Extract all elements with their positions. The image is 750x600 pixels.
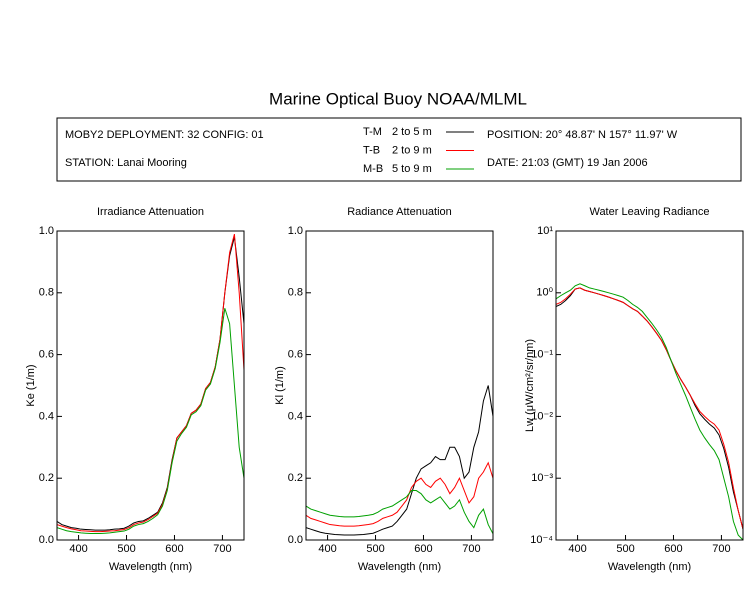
deployment: MOBY2 DEPLOYMENT: 32 CONFIG: 01	[65, 129, 264, 141]
y-axis-label: Kl (1/m)	[274, 366, 286, 405]
x-axis-label: Wavelength (nm)	[608, 561, 691, 573]
data-line	[57, 237, 244, 531]
x-axis-label: Wavelength (nm)	[358, 561, 441, 573]
y-tick-label: 10⁻³	[531, 472, 553, 484]
main-title: Marine Optical Buoy NOAA/MLML	[269, 89, 527, 108]
station: STATION: Lanai Mooring	[65, 157, 187, 169]
x-tick-label: 700	[712, 543, 730, 555]
y-tick-label: 0.8	[288, 287, 303, 299]
data-line	[556, 287, 743, 530]
y-axis-label: Lw (μW/cm²/sr/nm)	[524, 339, 536, 432]
x-tick-label: 600	[165, 543, 183, 555]
y-tick-label: 0.6	[288, 349, 303, 361]
x-tick-label: 700	[213, 543, 231, 555]
y-tick-label: 0.4	[39, 410, 54, 422]
data-line	[306, 490, 493, 535]
data-line	[306, 385, 493, 536]
x-tick-label: 600	[664, 543, 682, 555]
y-tick-label: 10⁻¹	[531, 349, 553, 361]
y-tick-label: 0.0	[288, 534, 303, 546]
y-axis-label: Ke (1/m)	[25, 364, 37, 406]
legend-name: T-M	[363, 126, 382, 138]
x-tick-label: 400	[69, 543, 87, 555]
plot-frame	[555, 230, 744, 541]
x-tick-label: 400	[568, 543, 586, 555]
y-tick-label: 0.2	[39, 472, 54, 484]
y-tick-label: 0.0	[39, 534, 54, 546]
plot-title: Radiance Attenuation	[347, 206, 452, 218]
y-tick-label: 10¹	[537, 225, 553, 237]
x-tick-label: 700	[462, 543, 480, 555]
plot-title: Irradiance Attenuation	[97, 206, 204, 218]
y-tick-label: 0.8	[39, 287, 54, 299]
legend-depth: 2 to 9 m	[392, 144, 432, 156]
y-tick-label: 10⁻⁴	[530, 534, 553, 546]
plot-frame	[305, 230, 494, 541]
plot-title: Water Leaving Radiance	[589, 206, 709, 218]
y-tick-label: 0.2	[288, 472, 303, 484]
date: DATE: 21:03 (GMT) 19 Jan 2006	[487, 157, 648, 169]
y-tick-label: 10⁰	[536, 287, 553, 299]
y-tick-label: 0.4	[288, 410, 303, 422]
data-line	[57, 308, 244, 535]
x-axis-label: Wavelength (nm)	[109, 561, 192, 573]
x-tick-label: 600	[414, 543, 432, 555]
legend-depth: 2 to 5 m	[392, 126, 432, 138]
y-tick-label: 1.0	[39, 225, 54, 237]
x-tick-label: 500	[366, 543, 384, 555]
legend-depth: 5 to 9 m	[392, 163, 432, 175]
y-tick-label: 0.6	[39, 349, 54, 361]
legend-name: M-B	[363, 163, 383, 175]
y-tick-label: 1.0	[288, 225, 303, 237]
position: POSITION: 20° 48.87' N 157° 11.97' W	[487, 129, 678, 141]
legend-name: T-B	[363, 144, 380, 156]
data-line	[556, 283, 743, 540]
plot-frame	[56, 230, 245, 541]
data-line	[57, 233, 244, 533]
data-line	[306, 461, 493, 527]
info-box	[56, 117, 742, 182]
x-tick-label: 500	[616, 543, 634, 555]
y-tick-label: 10⁻²	[531, 410, 553, 422]
x-tick-label: 400	[318, 543, 336, 555]
x-tick-label: 500	[117, 543, 135, 555]
